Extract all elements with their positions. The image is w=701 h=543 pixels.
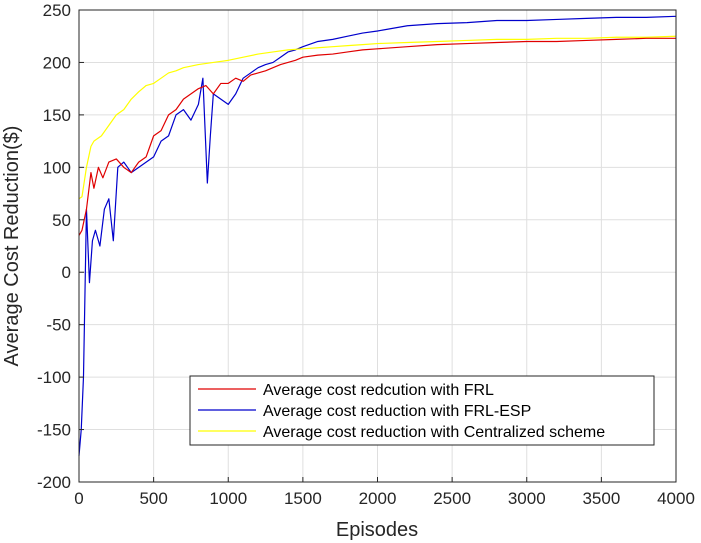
series-line-0	[78, 37, 676, 236]
x-tick-label: 3500	[582, 489, 620, 508]
series-lines	[78, 15, 677, 456]
legend: Average cost redcution with FRL Average c…	[189, 375, 655, 446]
y-tick-label: 50	[52, 211, 71, 230]
y-tick-label: -50	[46, 316, 71, 335]
legend-entry-label: Average cost redcution with FRL	[263, 382, 494, 399]
y-tick-label: 100	[43, 158, 71, 177]
y-axis-label: Average Cost Reduction($)	[1, 126, 23, 367]
grid	[78, 9, 677, 483]
y-tick-label: 0	[62, 263, 71, 282]
x-axis-label: Episodes	[336, 519, 418, 541]
x-tick-label: 2000	[359, 489, 397, 508]
legend-box	[189, 375, 655, 446]
y-tick-label: -100	[37, 368, 71, 387]
axis-ticks: 0 500 1000 1500 2000 2500 3000 3500 4000-200-150…	[37, 1, 695, 508]
y-tick-label: 150	[43, 106, 71, 125]
legend-entry-label: Average cost reduction with Centralized …	[263, 424, 605, 441]
y-tick-label: -200	[37, 473, 71, 492]
x-tick-label: 1000	[209, 489, 247, 508]
series-line-2	[78, 35, 677, 200]
x-tick-label: 0	[74, 489, 83, 508]
y-tick-label: 200	[43, 53, 71, 72]
series-line-1	[78, 15, 677, 456]
x-tick-label: 500	[139, 489, 167, 508]
x-tick-label: 2500	[433, 489, 471, 508]
x-tick-label: 1500	[284, 489, 322, 508]
legend-entry-label: Average cost reduction with FRL-ESP	[263, 403, 531, 420]
x-tick-label: 4000	[657, 489, 695, 508]
y-tick-label: -150	[37, 421, 71, 440]
x-tick-label: 3000	[508, 489, 546, 508]
y-tick-label: 250	[43, 1, 71, 20]
